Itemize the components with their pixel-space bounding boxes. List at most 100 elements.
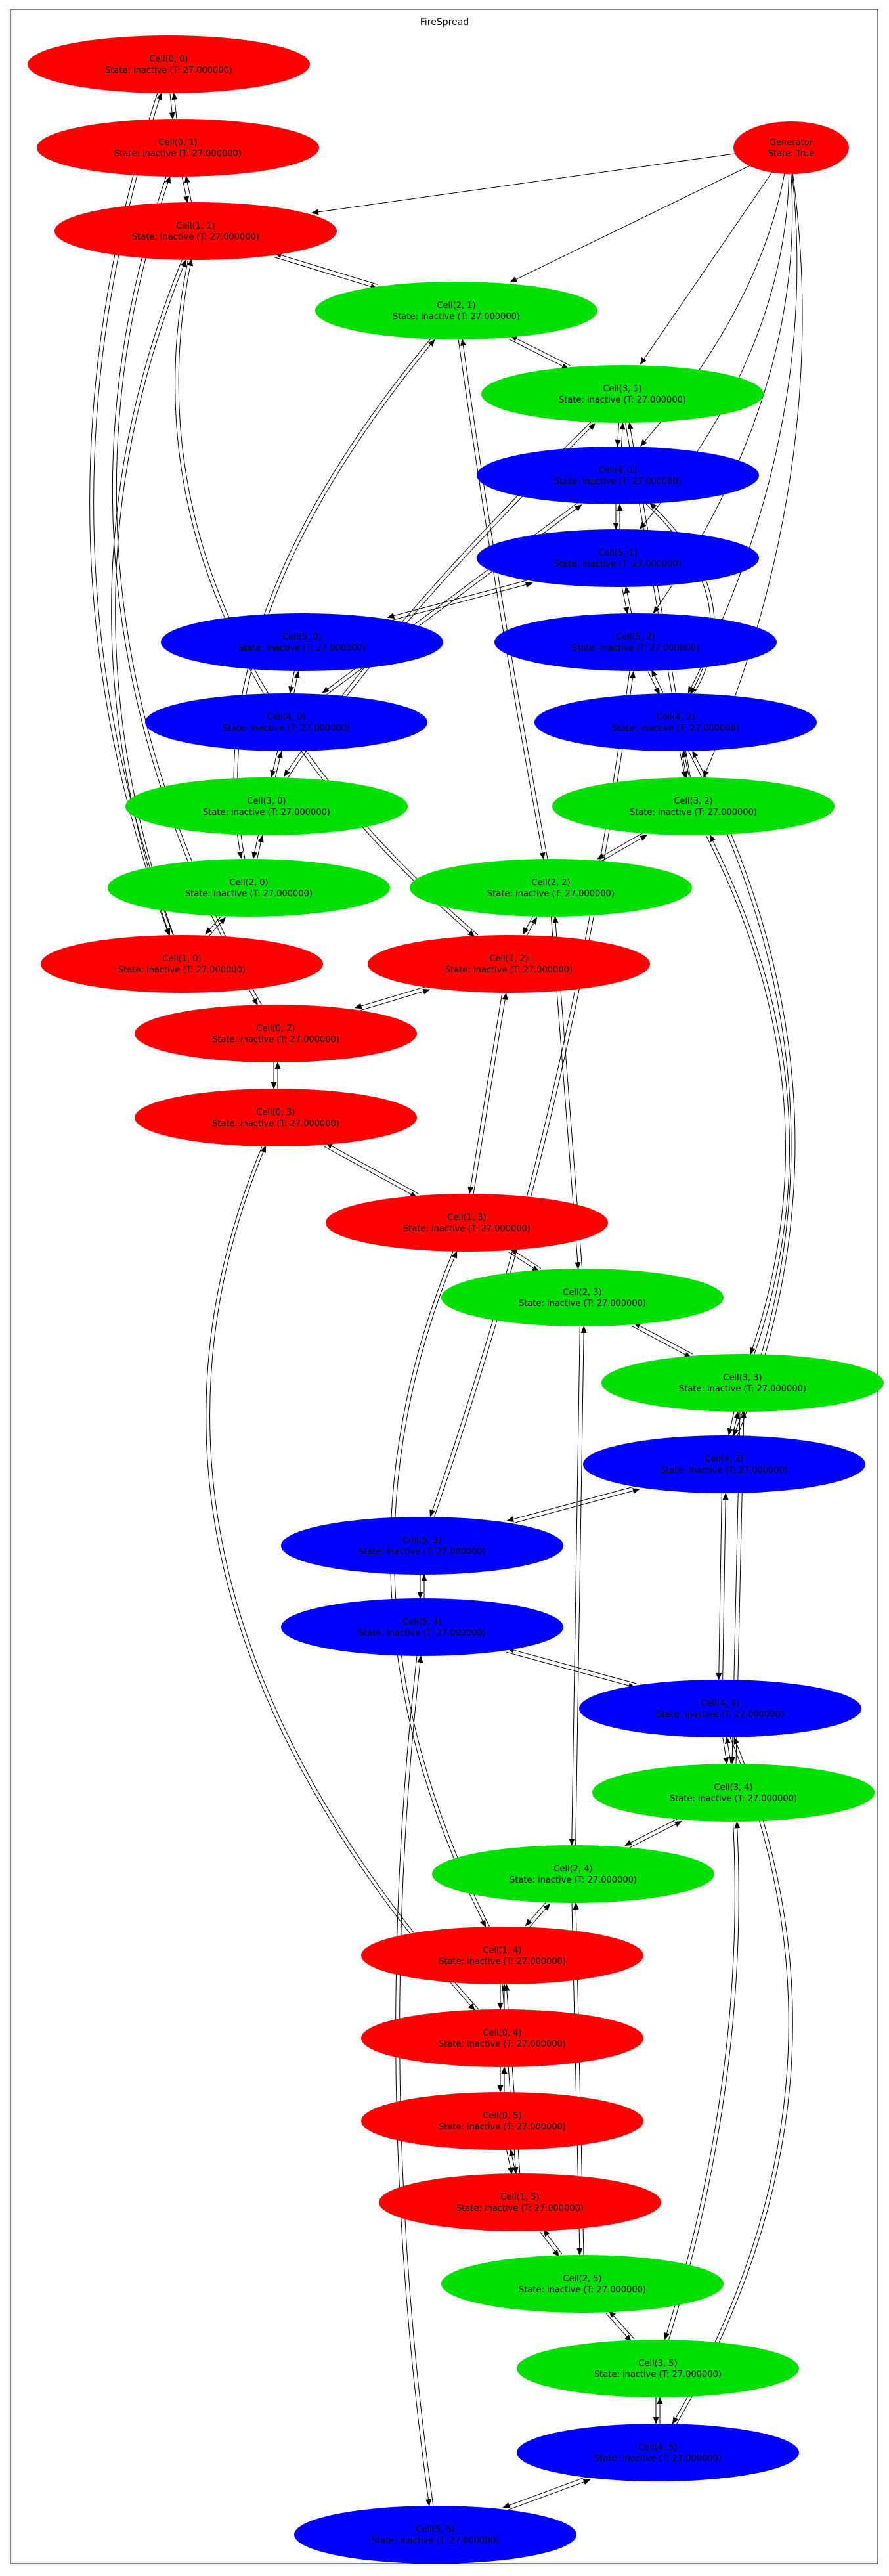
edge-cell-1-3--cell-0-3: [325, 1143, 419, 1194]
node-cell-1-3: Cell(1, 3)State: inactive (T: 27.000000): [326, 1194, 608, 1252]
edge-cell-1-5--cell-2-5: [540, 2231, 559, 2258]
edge-cell-4-4--cell-3-4: [722, 1737, 729, 1765]
edge-cell-1-2--cell-1-3: [467, 992, 503, 1194]
node-label-cell-0-3: Cell(0, 3): [256, 1108, 295, 1118]
node-ellipse-cell-2-0: [108, 859, 390, 917]
edge-cell-2-3--cell-2-4: [569, 1326, 580, 1846]
node-cell-5-2: Cell(5, 2) State: inactive (T: 27.000000): [494, 613, 777, 671]
node-cell-3-5: Cell(3, 5)State: inactive (T: 27.000000): [517, 2340, 799, 2397]
edge-cell-2-2--cell-3-2: [599, 835, 647, 863]
node-ellipse-cell-4-2: [534, 693, 817, 751]
node-state-cell-0-0: State: inactive (T: 27.000000): [105, 66, 232, 76]
edge-cell-4-3--cell-3-3: [732, 1411, 740, 1436]
node-label-cell-1-4: Cell(1, 4): [483, 1946, 521, 1955]
node-label-cell-2-5: Cell(2, 5): [563, 2274, 601, 2284]
node-label-cell-3-3: Cell(3, 3): [723, 1373, 762, 1383]
node-label-cell-0-0: Cell(0, 0): [149, 55, 188, 64]
node-state-cell-5-1: State: inactive (T: 27.000000): [554, 559, 682, 569]
node-state-cell-0-4: State: inactive (T: 27.000000): [439, 2040, 566, 2049]
edge-cell-2-1--cell-1-1: [274, 252, 379, 286]
edge-cell-4-4--cell-5-4: [506, 1647, 637, 1684]
edge-cell-1-3--cell-1-2: [473, 992, 508, 1194]
node-cell-0-5: Cell(0, 5)State: inactive (T: 27.000000): [361, 2092, 643, 2150]
node-cell-3-4: Cell(3, 4)State: inactive (T: 27.000000): [592, 1764, 875, 1822]
node-ellipse-cell-5-5: [294, 2506, 576, 2564]
edge-cell-3-4--cell-2-4: [624, 1817, 680, 1846]
node-label-cell-5-2: Cell(5, 2): [616, 632, 655, 642]
edge-cell-3-4--cell-3-5: [664, 1821, 735, 2340]
edge-cell-4-4--cell-4-5: [672, 1737, 789, 2424]
node-cell-3-0: Cell(3, 0) State: inactive (T: 27.000000): [125, 777, 408, 835]
node-ellipse-cell-0-4: [361, 2009, 643, 2067]
edge-cell-5-0--cell-4-0: [288, 670, 295, 694]
node-cell-1-2: Cell(1, 2)State: inactive (T: 27.000000): [368, 935, 650, 993]
node-state-cell-5-2: State: inactive (T: 27.000000): [572, 644, 699, 653]
node-label-cell-0-5: Cell(0, 5): [483, 2111, 521, 2121]
node-state-cell-0-3: State: inactive (T: 27.000000): [212, 1119, 339, 1129]
node-label-cell-3-4: Cell(3, 4): [714, 1783, 752, 1793]
node-state-cell-1-0: State: inactive (T: 27.000000): [118, 965, 246, 975]
node-state-cell-0-5: State: inactive (T: 27.000000): [439, 2122, 566, 2132]
edge-cell-0-1--cell-1-1: [181, 177, 190, 204]
node-label-cell-2-0: Cell(2, 0): [229, 878, 268, 888]
node-ellipse-cell-3-5: [517, 2340, 799, 2397]
edge-cell-2-5--cell-1-5: [543, 2229, 563, 2255]
edge-cell-3-1--cell-4-1: [615, 422, 621, 447]
node-state-cell-4-3: State: inactive (T: 27.000000): [661, 1466, 788, 1475]
node-cell-1-0: Cell(1, 0)State: inactive (T: 27.000000): [41, 935, 323, 993]
edge-cell-1-1--cell-2-1: [273, 256, 378, 290]
edge-cell-3-3--cell-4-3: [727, 1411, 735, 1436]
node-cell-0-3: Cell(0, 3)State: inactive (T: 27.000000): [135, 1089, 417, 1146]
node-cell-4-2: Cell(4, 2) State: inactive (T: 27.000000): [534, 693, 817, 751]
edge-cell-4-0--cell-3-0: [270, 751, 278, 778]
edge-cell-2-2--cell-2-1: [460, 338, 548, 859]
node-state-cell-1-4: State: inactive (T: 27.000000): [439, 1957, 566, 1967]
node-state-cell-4-1: State: inactive (T: 27.000000): [554, 477, 682, 487]
node-state-cell-2-2: State: inactive (T: 27.000000): [487, 889, 615, 899]
node-label-cell-0-2: Cell(0, 2): [256, 1024, 295, 1034]
node-ellipse-cell-5-2: [494, 613, 777, 671]
node-state-cell-3-5: State: inactive (T: 27.000000): [594, 2370, 722, 2380]
edge-cell-3-2--cell-4-2: [682, 750, 690, 777]
node-cell-0-1: Cell(0, 1)State: inactive (T: 27.000000): [37, 119, 319, 177]
node-state-cell-4-4: State: inactive (T: 27.000000): [657, 1710, 784, 1720]
edge-cell-0-4--cell-0-3: [209, 1145, 479, 2010]
edge-cell-3-2--cell-3-3: [705, 835, 786, 1355]
node-cell-4-3: Cell(4, 3) State: inactive (T: 27.000000): [583, 1435, 865, 1493]
node-ellipse-cell-3-3: [601, 1354, 884, 1412]
node-label-cell-3-1: Cell(3, 1): [603, 384, 641, 394]
node-state-cell-5-3: State: inactive (T: 27.000000): [358, 1547, 486, 1557]
node-label-cell-4-0: Cell(4, 0): [267, 712, 305, 722]
node-state-cell-4-0: State: inactive (T: 27.000000): [223, 724, 350, 733]
edge-cell-3-5--cell-3-4: [668, 1821, 741, 2340]
node-cell-1-4: Cell(1, 4) State: inactive (T: 27.000000): [361, 1927, 643, 1984]
node-ellipse-cell-1-0: [41, 935, 323, 993]
node-ellipse-cell-1-2: [368, 935, 650, 993]
node-ellipse-cell-0-2: [135, 1005, 417, 1062]
node-label-cell-3-0: Cell(3, 0): [247, 797, 286, 806]
edge-cell-0-0--cell-0-1: [169, 93, 175, 120]
node-state-cell-3-3: State: inactive (T: 27.000000): [679, 1384, 806, 1394]
graph-title: FireSpread: [420, 17, 469, 28]
edge-cell-1-2--cell-2-2: [526, 917, 537, 936]
node-label-cell-5-3: Cell(5, 3): [402, 1536, 441, 1546]
node-cell-4-0: Cell(4, 0) State: inactive (T: 27.000000): [145, 693, 427, 751]
node-label-cell-4-5: Cell(4, 5): [638, 2443, 677, 2453]
edge-generator--cell-4-2: [687, 173, 798, 694]
edge-cell-1-0--cell-1-1: [115, 259, 186, 936]
edge-cell-4-2--cell-5-2: [651, 669, 664, 693]
node-cell-5-4: Cell(5, 4)State: inactive (T: 27.000000): [281, 1598, 563, 1656]
node-ellipse-cell-4-4: [579, 1680, 861, 1737]
node-ellipse-cell-3-1: [481, 365, 764, 423]
node-state-cell-5-0: State: inactive (T: 27.000000): [238, 644, 366, 653]
node-ellipse-cell-4-1: [477, 447, 759, 504]
edge-cell-4-2--cell-4-3: [688, 751, 792, 1437]
node-ellipse-cell-4-0: [145, 693, 427, 751]
node-cell-5-5: Cell(5, 5)State: inactive (T: 27.000000): [294, 2506, 576, 2564]
node-cell-5-0: Cell(5, 0) State: inactive (T: 27.000000): [161, 613, 443, 671]
node-cell-5-1: Cell(5, 1)State: inactive (T: 27.000000): [477, 529, 759, 587]
node-state-cell-1-2: State: inactive (T: 27.000000): [445, 965, 573, 975]
